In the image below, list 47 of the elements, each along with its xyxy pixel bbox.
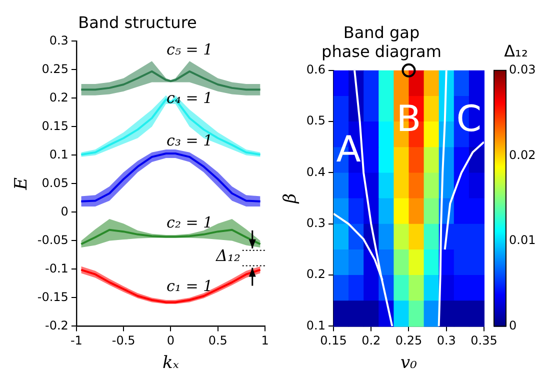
color-bar-label: 0.03 [509,62,536,77]
series-label: c₁ = 1 [166,277,213,296]
y-tick-label: 0.2 [306,267,326,282]
y-tick-label: 0.6 [306,62,326,77]
y-tick-label: 0.25 [42,62,68,76]
color-bar-title: Δ₁₂ [504,42,528,61]
annotation: C [456,98,482,140]
y-tick-label: 0.1 [49,147,68,162]
chart-title: Band structure [78,12,197,32]
y-tick-label: 0.3 [306,216,326,230]
series-label: c₂ = 1 [166,213,213,232]
x-tick-label: 0.25 [395,334,422,348]
x-tick-label: 0.35 [470,334,498,348]
x-tick-label: 0.2 [362,334,381,348]
y-tick-label: 0.05 [42,176,68,190]
x-tick-label: 1 [261,334,269,348]
color-bar-label: 0.01 [509,233,536,248]
y-tick-label: 0.3 [49,33,68,48]
y-axis-title: β [280,193,301,204]
x-tick-label: -0.5 [112,334,136,348]
y-tick-label: 0.1 [306,318,326,332]
series-label: c₄ = 1 [166,88,213,107]
x-tick-label: 0.3 [436,334,456,348]
series-label: c₅ = 1 [166,40,213,59]
series-label: c₃ = 1 [166,132,213,150]
y-axis-title: E [12,176,32,191]
y-tick-label: -0.05 [37,232,68,247]
y-tick-label: 0.15 [42,118,68,133]
color-bar-label: 0.02 [509,148,536,162]
x-tick-label: 0.5 [208,334,228,348]
annotation: A [336,130,362,171]
x-tick-label: 0 [166,334,175,348]
color-bar-label: 0 [509,318,517,332]
x-axis-title: v₀ [400,353,418,374]
x-axis-title: kₓ [162,353,179,374]
y-tick-label: -0.15 [37,290,68,304]
y-tick-label: 0 [60,204,68,218]
y-tick-label: 0.4 [306,164,326,179]
chart-title: Band gap phase diagram [322,22,442,61]
y-tick-label: 0.2 [49,90,68,104]
x-tick-label: 0.15 [320,334,347,348]
x-tick-label: -1 [70,334,82,348]
y-tick-label: -0.1 [45,261,68,276]
ref-line-label: Δ₁₂ [214,246,240,265]
annotation: B [396,98,422,140]
y-tick-label: 0.5 [306,114,326,128]
y-tick-label: -0.2 [45,318,68,332]
